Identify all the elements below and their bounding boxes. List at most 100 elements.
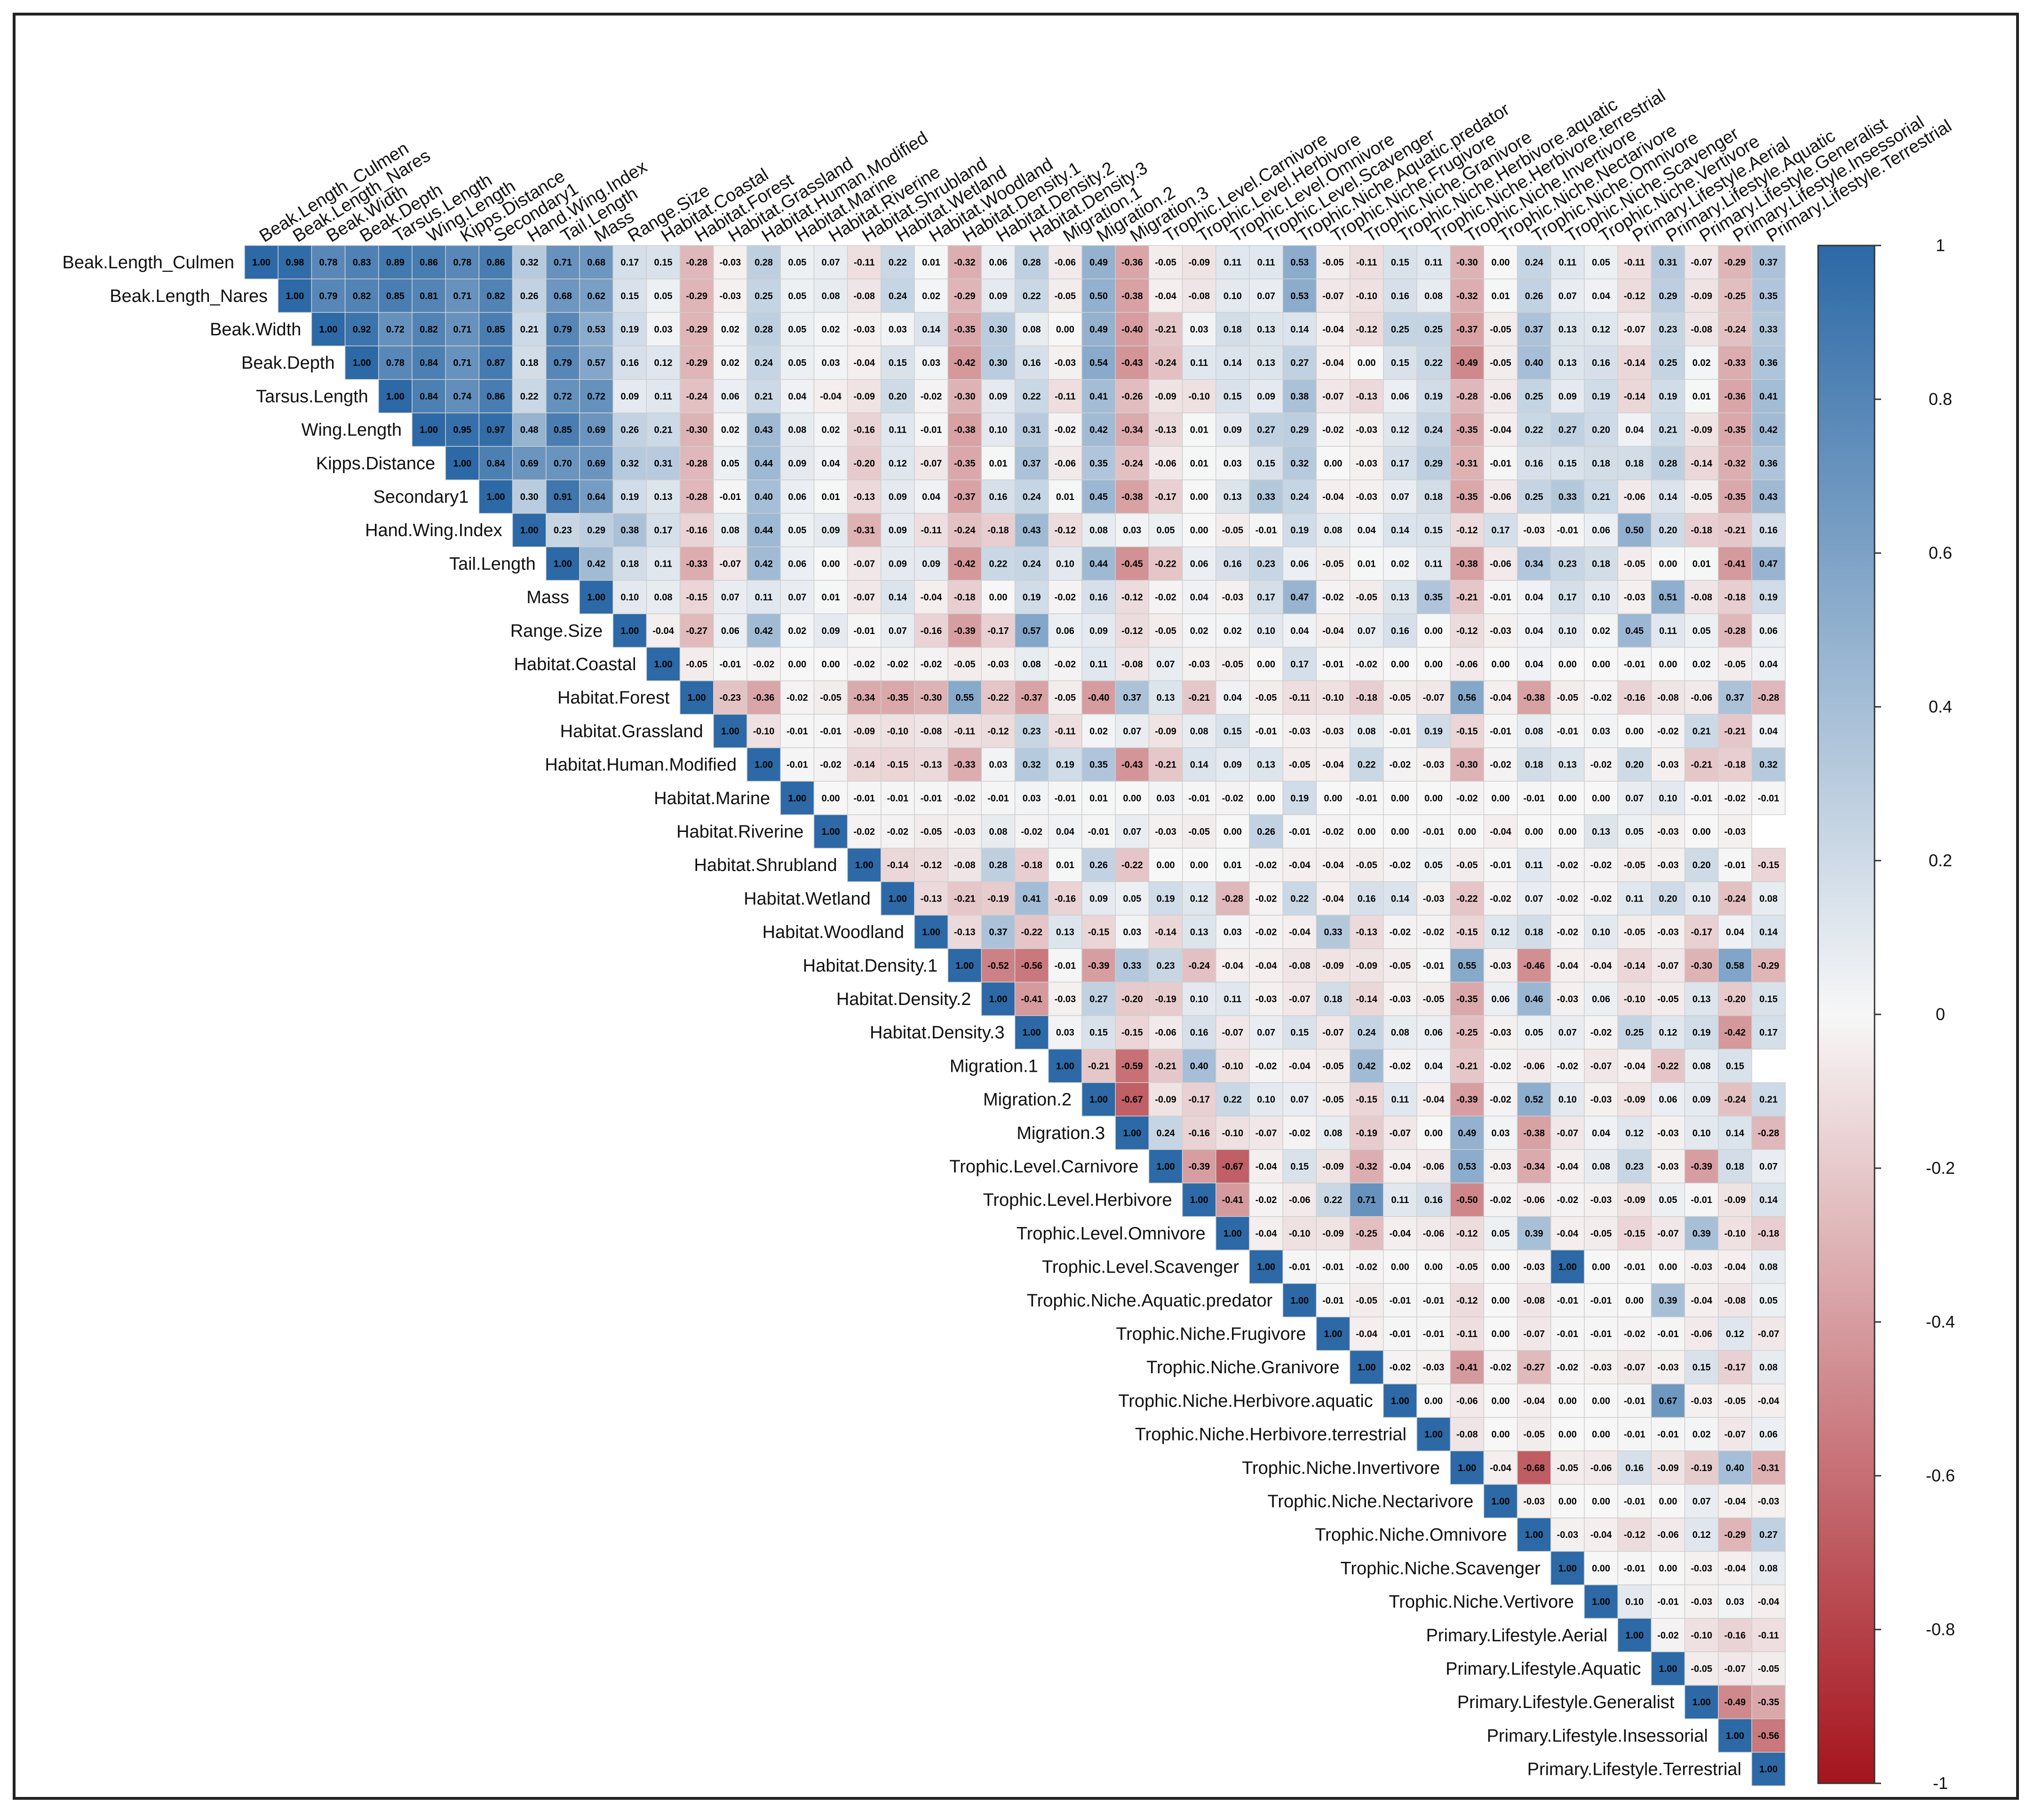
colorbar: 1 0.8 0.6 0.4 0.2 0 -0.2 -0.4 -0.6 -0.8 -1 [1817, 236, 1955, 1793]
cell-value-label: -0.05 [686, 659, 707, 670]
cell-value-label: 0.09 [1257, 391, 1275, 402]
cell-value-label: 0.14 [922, 324, 941, 335]
heatmap-cell [914, 513, 948, 547]
cell-value-label: -0.07 [720, 559, 741, 569]
cell-value-label: -0.35 [1758, 1697, 1780, 1708]
cell-value-label: 0.18 [1525, 927, 1543, 938]
cell-value-label: -0.05 [1356, 860, 1377, 870]
heatmap-cell [1550, 245, 1585, 279]
cell-value-label: -0.12 [1456, 525, 1478, 536]
cell-value-label: -0.20 [1724, 994, 1746, 1005]
cell-value-label: -0.04 [1758, 1396, 1780, 1406]
cell-value-label: 1.00 [1525, 1530, 1543, 1540]
cell-value-label: 0.09 [620, 391, 639, 402]
cell-value-label: -0.04 [1557, 1162, 1579, 1172]
cell-value-label: 0.30 [989, 358, 1008, 368]
cell-value-label: -0.30 [921, 693, 942, 703]
cell-value-label: -0.39 [1088, 961, 1110, 971]
cell-value-label: 0.00 [1123, 793, 1141, 804]
cell-value-label: 0.08 [822, 291, 840, 301]
cell-value-label: 0.13 [1157, 693, 1175, 703]
cell-value-label: -0.01 [1289, 827, 1311, 837]
cell-value-label: 0.00 [1492, 659, 1510, 670]
cell-value-label: -0.22 [1021, 927, 1042, 938]
cell-value-label: -0.01 [820, 726, 842, 736]
cell-value-label: 0.22 [520, 391, 539, 402]
heatmap-cell [1349, 345, 1384, 380]
cell-value-label: -0.31 [1456, 459, 1478, 469]
cell-value-label: -0.06 [1490, 391, 1511, 402]
cell-value-label: 1.00 [1424, 1430, 1443, 1440]
cell-value-label: 0.06 [1056, 626, 1074, 636]
cell-value-label: -0.01 [1691, 1195, 1712, 1205]
cell-value-label: 0.29 [1659, 291, 1677, 301]
cell-value-label: -0.18 [987, 525, 1009, 536]
heatmap-cell [713, 580, 747, 614]
row-label: Habitat.Density.3 [870, 1023, 1005, 1043]
cell-value-label: 0.18 [1525, 760, 1543, 770]
heatmap-cell [1751, 513, 1786, 547]
cell-value-label: -0.06 [1289, 1195, 1311, 1205]
cell-value-label: 0.13 [1190, 927, 1208, 938]
cell-value-label: -0.29 [1758, 961, 1780, 971]
cell-value-label: 0.91 [554, 492, 572, 502]
cell-value-label: -0.07 [853, 559, 875, 569]
cell-value-label: -0.32 [1356, 1162, 1377, 1172]
heatmap-cell [981, 546, 1016, 581]
heatmap-cell [1014, 580, 1049, 614]
cell-value-label: -0.28 [686, 492, 707, 502]
heatmap-cell [1651, 345, 1685, 380]
heatmap-cell [1148, 446, 1183, 481]
cell-value-label: 0.25 [1525, 391, 1543, 402]
cell-value-label: -0.06 [1055, 459, 1076, 469]
cell-value-label: -0.08 [1691, 324, 1712, 335]
cell-value-label: 0.06 [788, 559, 806, 569]
cell-value-label: -0.11 [1055, 726, 1075, 736]
cell-value-label: 0.51 [1659, 593, 1677, 603]
heatmap-cell [1684, 412, 1719, 447]
cell-value-label: -0.01 [987, 793, 1009, 804]
cell-value-label: 0.28 [1023, 258, 1041, 268]
cell-value-label: 0.08 [1324, 525, 1343, 536]
cell-value-label: 0.00 [1324, 793, 1343, 804]
cell-value-label: -0.21 [1155, 324, 1176, 335]
heatmap-cell [1048, 580, 1082, 614]
cell-value-label: -0.07 [1590, 1061, 1612, 1071]
cell-value-label: -0.03 [1758, 1496, 1780, 1507]
row-label: Migration.3 [1017, 1124, 1105, 1143]
cell-value-label: -0.05 [1490, 358, 1511, 368]
cell-value-label: -0.07 [1657, 1228, 1679, 1239]
cell-value-label: 0.11 [1224, 994, 1241, 1005]
cell-value-label: -0.29 [686, 324, 707, 335]
cell-value-label: -0.18 [1724, 593, 1746, 603]
heatmap-cell [1751, 245, 1786, 279]
cell-value-label: -0.13 [954, 927, 976, 938]
cell-value-label: -0.13 [853, 492, 875, 502]
cell-value-label: -0.05 [1657, 994, 1679, 1005]
cell-value-label: 0.00 [1692, 827, 1711, 837]
heatmap-cell [1249, 479, 1283, 514]
cell-value-label: -0.02 [820, 760, 842, 770]
cell-value-label: 0.08 [1391, 1028, 1409, 1038]
cell-value-label: 0.08 [1324, 1128, 1343, 1139]
cell-value-label: -0.06 [1155, 459, 1176, 469]
cell-value-label: 0.29 [1290, 425, 1309, 435]
row-label: Beak.Width [210, 320, 301, 340]
row-label: Habitat.Coastal [514, 655, 636, 674]
cell-value-label: 0.44 [755, 525, 773, 536]
cell-value-label: 0.10 [1056, 559, 1074, 569]
cell-value-label: -0.13 [921, 894, 942, 904]
heatmap-cell [1651, 546, 1685, 581]
cell-value-label: 0.68 [587, 258, 605, 268]
cell-value-label: 1.00 [1592, 1597, 1610, 1607]
heatmap-cell [1383, 513, 1417, 547]
cell-value-label: -0.41 [1456, 1362, 1478, 1373]
heatmap-cell [1349, 245, 1384, 279]
cell-value-label: 0.35 [1759, 291, 1778, 301]
cell-value-label: -0.11 [1055, 391, 1075, 402]
cell-value-label: -0.02 [1155, 593, 1176, 603]
cell-value-label: 0.01 [822, 492, 840, 502]
cell-value-label: 0.25 [755, 291, 773, 301]
cell-value-label: 0.10 [1692, 1128, 1711, 1139]
heatmap-cell [713, 412, 747, 447]
